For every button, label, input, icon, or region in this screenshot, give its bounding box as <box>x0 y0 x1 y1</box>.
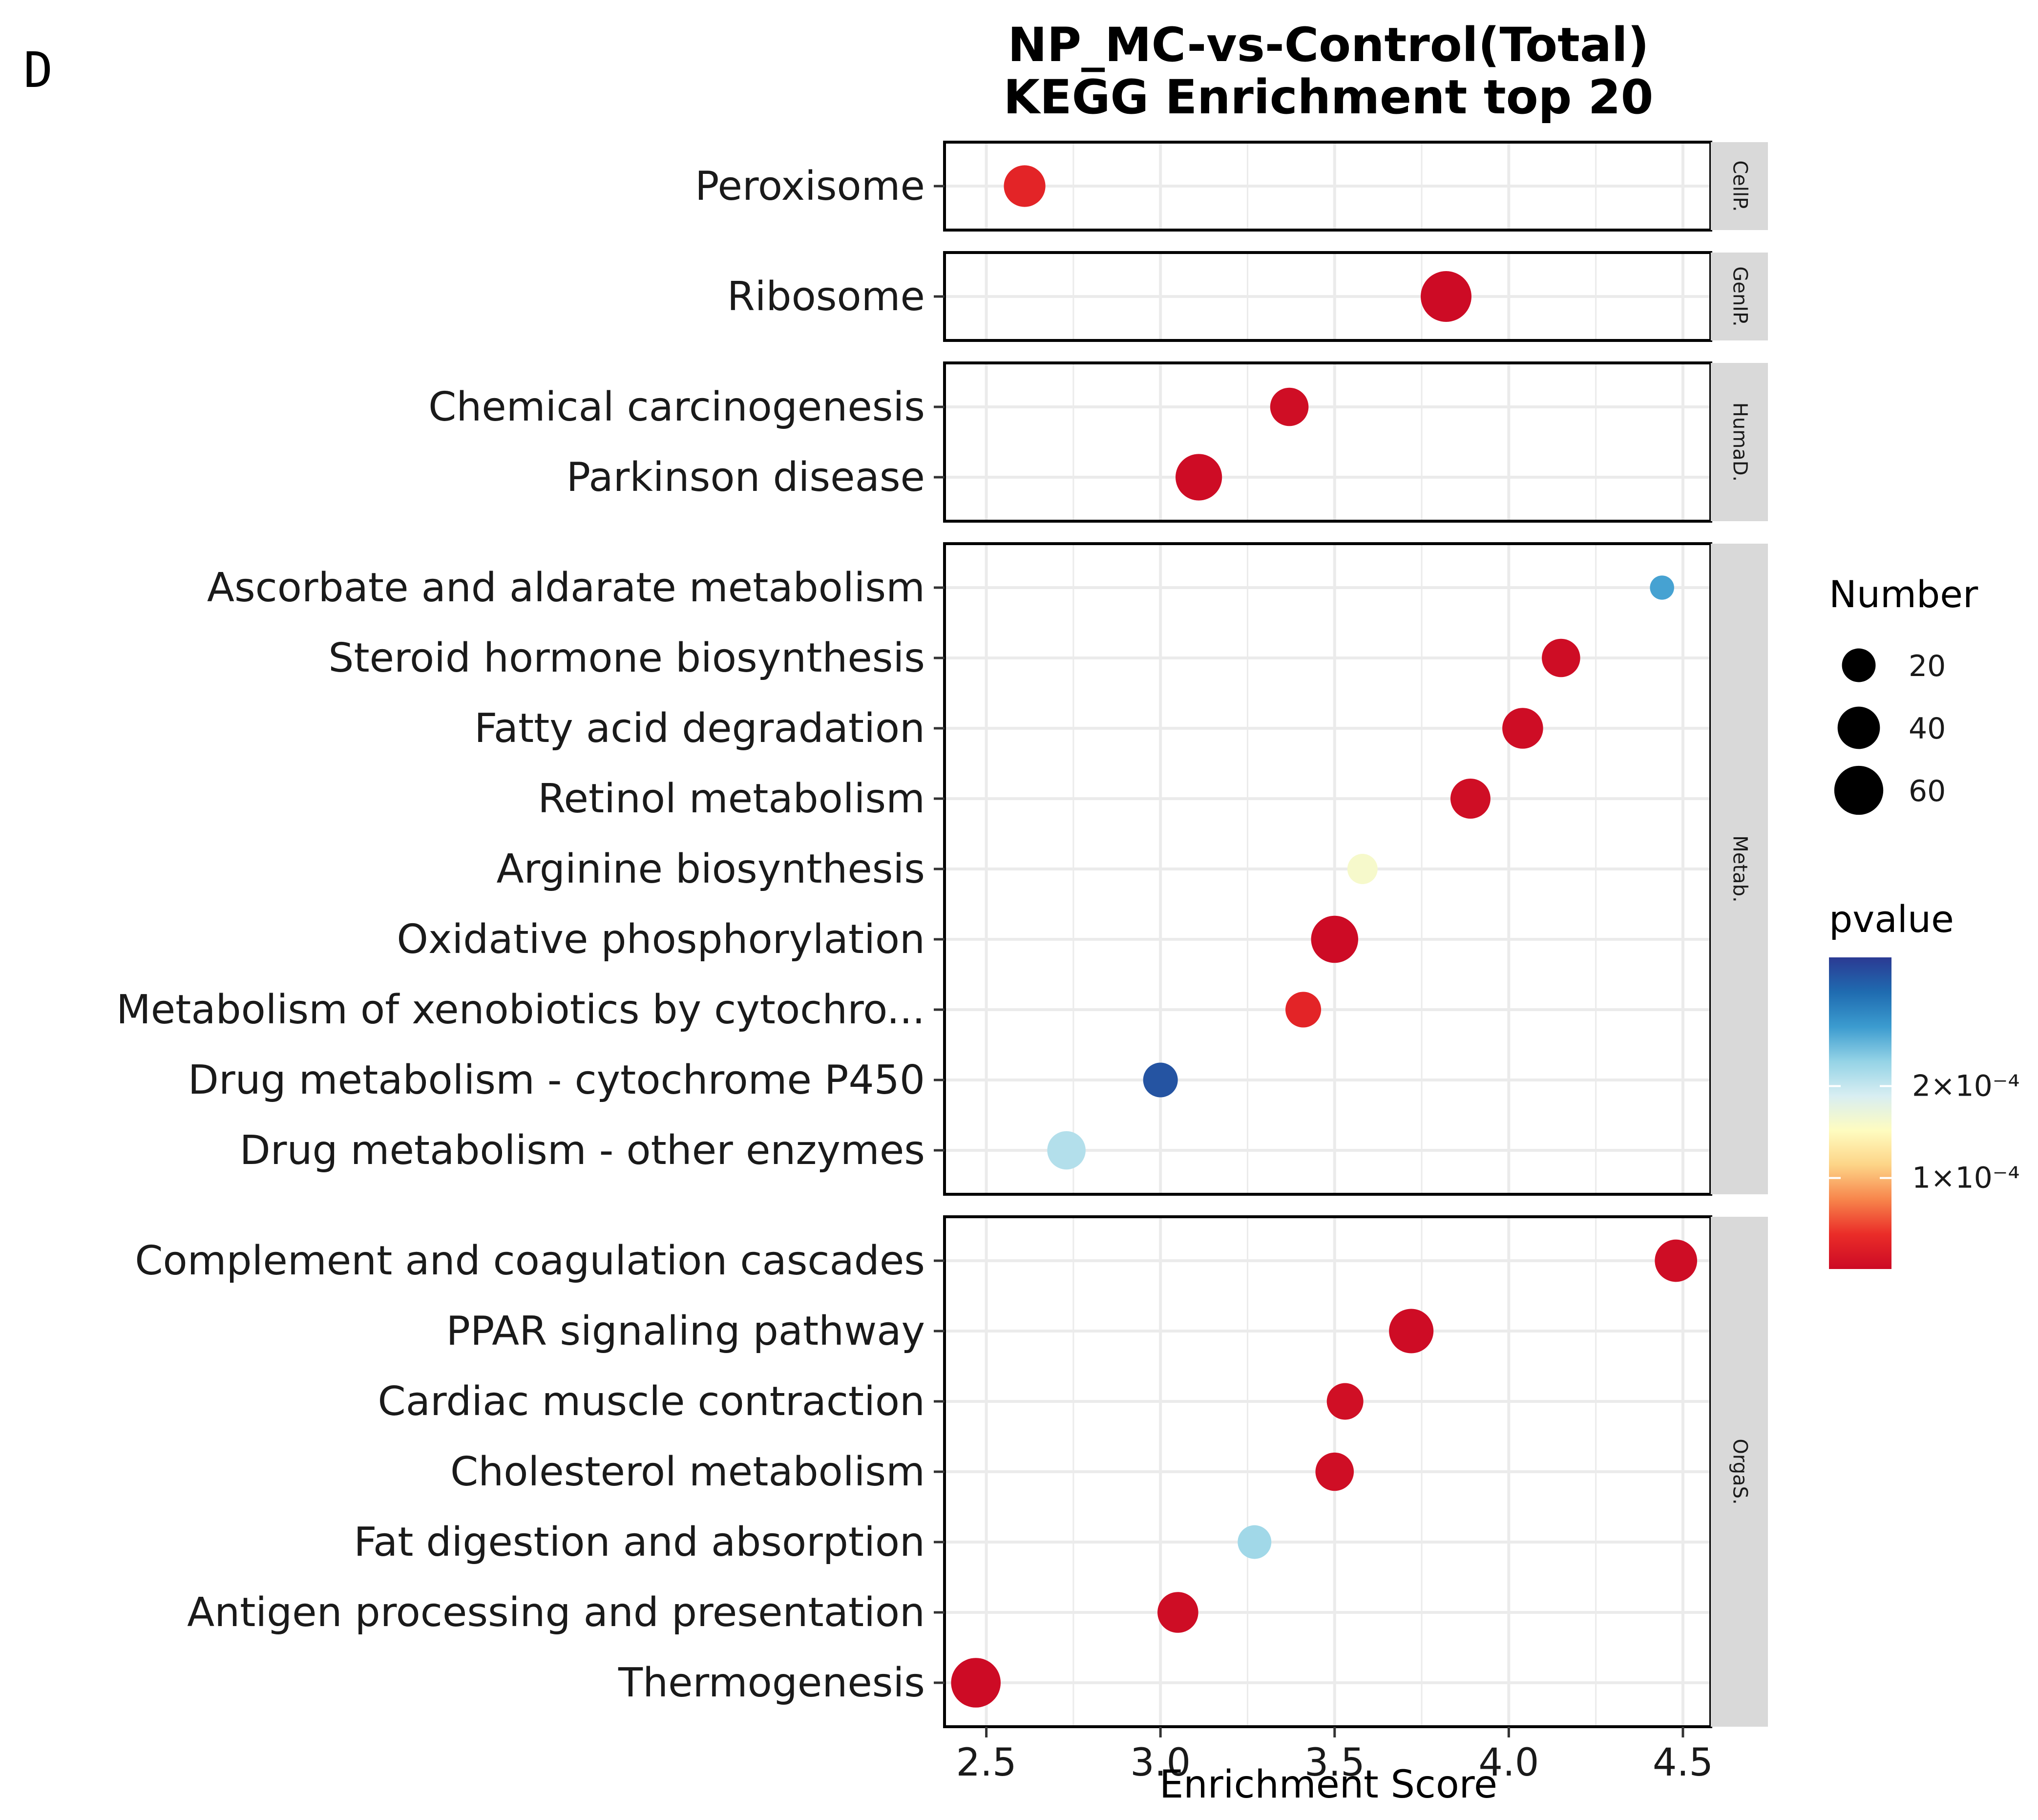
panel-letter: D <box>23 42 53 99</box>
size-legend-label: 40 <box>1909 712 1946 746</box>
data-point <box>1420 271 1471 322</box>
chart-title-line-2: KEGG Enrichment top 20 <box>1004 70 1654 125</box>
size-legend-key <box>1837 706 1880 749</box>
data-point <box>1176 454 1222 501</box>
data-point <box>1542 638 1580 677</box>
x-tick-label: 3.5 <box>1304 1741 1365 1785</box>
term-label: Thermogenesis <box>618 1660 925 1706</box>
term-label: Oxidative phosphorylation <box>397 916 925 963</box>
x-tick-label: 4.0 <box>1478 1741 1539 1785</box>
facet-genip: GenIP. Ribosome <box>727 251 1768 342</box>
facet-strip <box>1711 1217 1768 1727</box>
color-legend-label: 1×10⁻⁴ <box>1912 1161 2020 1195</box>
data-point <box>1004 165 1046 207</box>
facet-panels: CellP. Peroxisome GenIP. Ribosome HumaD. Chem… <box>116 141 1768 1728</box>
data-point <box>1270 387 1309 426</box>
data-point <box>1285 992 1322 1028</box>
term-label: Chemical carcinogenesis <box>428 384 925 430</box>
size-legend: Number 20 40 60 <box>1829 572 1978 815</box>
term-label: Ribosome <box>727 274 925 320</box>
term-label: Cardiac muscle contraction <box>378 1378 925 1425</box>
term-label: Metabolism of xenobiotics by cytochro... <box>116 987 925 1033</box>
term-label: Arginine biosynthesis <box>497 846 925 892</box>
data-point <box>1655 1239 1698 1282</box>
x-tick-label: 2.5 <box>956 1741 1017 1785</box>
size-legend-title: Number <box>1829 572 1978 616</box>
data-point <box>1315 1452 1354 1491</box>
term-label: Peroxisome <box>695 163 925 210</box>
x-axis: 2.5 3.0 3.5 4.0 4.5 <box>956 1727 1713 1785</box>
data-point <box>1238 1525 1272 1559</box>
facet-strip-label: GenIP. <box>1729 266 1751 326</box>
data-point <box>1389 1309 1434 1354</box>
data-point <box>1450 779 1491 819</box>
facet-strip <box>1711 544 1768 1194</box>
facet-cellp: CellP. Peroxisome <box>695 141 1768 232</box>
chart-title-line-1: NP_MC-vs-Control(Total) <box>1008 18 1649 72</box>
term-label: Fat digestion and absorption <box>354 1519 925 1566</box>
x-tick-label: 3.0 <box>1130 1741 1191 1785</box>
data-point <box>1047 1131 1086 1170</box>
term-label: Complement and coagulation cascades <box>135 1238 925 1284</box>
term-label: Steroid hormone biosynthesis <box>328 635 925 681</box>
color-legend-title: pvalue <box>1829 897 1954 941</box>
facet-strip <box>1711 363 1768 521</box>
facet-strip <box>1711 253 1768 340</box>
x-tick-label: 4.5 <box>1653 1741 1713 1785</box>
term-label: PPAR signaling pathway <box>446 1308 925 1354</box>
term-label: Cholesterol metabolism <box>450 1449 925 1495</box>
size-legend-key <box>1842 648 1876 682</box>
facet-strip-label: OrgaS. <box>1729 1439 1751 1504</box>
data-point <box>1157 1592 1198 1633</box>
size-legend-label: 60 <box>1909 774 1946 808</box>
term-label: Drug metabolism - other enzymes <box>240 1127 925 1174</box>
facet-strip-label: HumaD. <box>1729 402 1751 482</box>
facet-strip-label: Metab. <box>1729 835 1751 902</box>
term-label: Antigen processing and presentation <box>187 1589 925 1636</box>
term-label: Fatty acid degradation <box>474 705 925 752</box>
color-legend: pvalue 2×10⁻⁴ 1×10⁻⁴ <box>1829 897 2020 1269</box>
facet-strip <box>1711 142 1768 230</box>
data-point <box>1502 708 1543 749</box>
term-label: Parkinson disease <box>567 454 925 501</box>
data-point <box>1143 1062 1178 1098</box>
term-label: Drug metabolism - cytochrome P450 <box>188 1057 925 1103</box>
term-label: Retinol metabolism <box>538 776 925 822</box>
color-legend-label: 2×10⁻⁴ <box>1912 1069 2020 1103</box>
x-axis-title: Enrichment Score <box>1159 1763 1497 1807</box>
size-legend-label: 20 <box>1909 649 1946 683</box>
data-point <box>1311 915 1359 963</box>
term-label: Ascorbate and aldarate metabolism <box>207 565 925 611</box>
size-legend-key <box>1834 765 1884 815</box>
data-point <box>1326 1383 1364 1420</box>
data-point <box>1650 575 1674 600</box>
facet-orgas: OrgaS. Complement and coagulation cascade… <box>135 1215 1768 1728</box>
color-legend-bar <box>1829 957 1891 1269</box>
data-point <box>951 1658 1001 1708</box>
facet-humad: HumaD. Chemical carcinogenesis Parkinson d… <box>428 361 1768 523</box>
facet-strip-label: CellP. <box>1729 160 1751 212</box>
data-point <box>1347 854 1378 884</box>
facet-metab: Metab. Ascorbate and aldarate metabolism S… <box>116 542 1768 1196</box>
